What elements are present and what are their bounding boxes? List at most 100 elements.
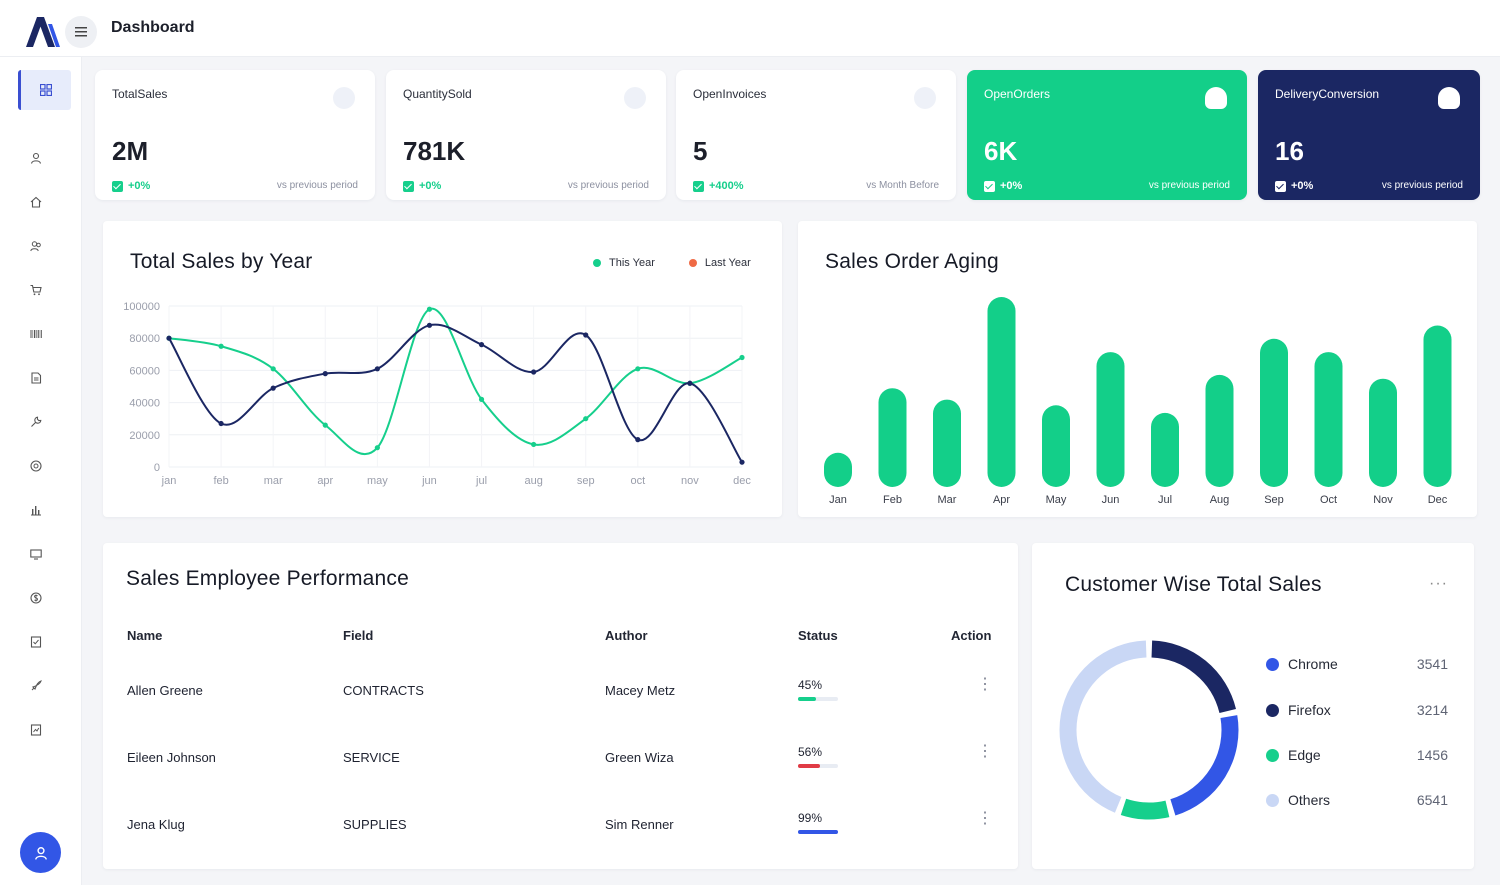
others-legend-dot [1266,794,1279,807]
kpi-change-value: +0% [1000,180,1023,192]
data-point[interactable] [270,385,276,391]
status-progress-fill [798,830,838,834]
sidebar-item-documents[interactable] [26,368,46,388]
sidebar-item-dashboard[interactable] [18,70,71,110]
aging-bar[interactable] [1096,352,1125,487]
sales-order-aging-panel: Sales Order Aging Jan Feb Mar Apr May Jun Jul A… [798,221,1477,517]
data-point[interactable] [322,371,328,377]
sidebar-item-user[interactable] [26,148,46,168]
sidebar-item-launch[interactable] [26,676,46,696]
x-tick-label: Nov [1373,494,1393,506]
sidebar-item-home[interactable] [26,192,46,212]
data-point[interactable] [687,380,693,386]
data-point[interactable] [478,396,485,402]
data-point[interactable] [374,366,380,372]
data-point[interactable] [166,335,172,341]
row-actions-icon[interactable]: ⋮ [977,810,993,827]
menu-toggle-button[interactable] [65,16,97,48]
employee-name: Eileen Johnson [127,750,216,765]
sidebar-item-tools[interactable] [26,412,46,432]
status-percent: 99% [798,811,823,825]
kpi-change: +0% [1275,180,1313,192]
data-point[interactable] [322,422,328,428]
aging-bar[interactable] [933,399,961,487]
status-percent: 56% [798,745,823,759]
data-point[interactable] [374,445,380,451]
hamburger-icon [75,27,87,37]
sidebar-item-support[interactable] [26,456,46,476]
x-tick-label: Jan [829,494,847,506]
profile-avatar[interactable] [20,832,61,873]
aging-bar[interactable] [1205,374,1234,487]
aging-bar[interactable] [1369,378,1397,487]
column-header-author[interactable]: Author [605,628,648,643]
sidebar-item-invoices[interactable] [26,632,46,652]
users-icon [30,241,41,252]
data-point[interactable] [531,441,537,448]
column-header-name[interactable]: Name [127,628,163,643]
data-point[interactable] [270,366,276,372]
donut-slice-chrome[interactable] [1170,715,1239,816]
data-point[interactable] [739,459,745,465]
column-header-status[interactable]: Status [798,628,838,643]
x-tick-label: aug [524,475,542,487]
x-tick-label: jan [161,475,177,487]
sidebar-item-finance[interactable] [26,588,46,608]
customer-sales-title: Customer Wise Total Sales [1065,573,1322,596]
this-year-legend-dot [593,259,601,267]
sidebar-item-monitor[interactable] [26,544,46,564]
aging-bar[interactable] [1314,352,1343,487]
employee-name: Allen Greene [127,683,203,698]
data-point[interactable] [583,332,589,338]
sidebar-item-users[interactable] [26,236,46,256]
aging-bar[interactable] [1260,338,1288,487]
donut-slice-edge[interactable] [1120,798,1170,820]
kpi-card-open-orders[interactable]: OpenOrders 6K +0% vs previous period [967,70,1247,200]
data-point[interactable] [635,366,641,372]
data-point[interactable] [583,416,589,422]
data-point[interactable] [478,342,485,348]
sales-by-year-panel: Total Sales by Year This Year Last Year … [103,221,782,517]
data-point[interactable] [218,343,224,349]
row-actions-icon[interactable]: ⋮ [977,743,993,760]
legend-item: Others 6541 [1266,791,1448,811]
aging-bar[interactable] [987,297,1016,487]
legend-item: Edge 1456 [1266,746,1448,766]
donut-slice-others[interactable] [1059,640,1147,813]
status-progress-bar [798,764,838,768]
data-point[interactable] [635,437,641,443]
x-tick-label: Jul [1158,494,1172,506]
kpi-change: +0% [403,180,441,192]
data-point[interactable] [531,369,537,375]
support-icon [30,460,42,472]
x-tick-label: Oct [1320,494,1337,506]
kpi-card-open-invoices[interactable]: OpenInvoices 5 +400% vs Month Before [676,70,956,200]
kpi-card-total-sales[interactable]: TotalSales 2M +0% vs previous period [95,70,375,200]
aging-bar-chart: Jan Feb Mar Apr May Jun Jul Aug Sep Oct Nov Dec [824,297,1452,506]
aging-bar[interactable] [1423,325,1452,488]
aging-bar[interactable] [1042,405,1070,487]
customer-donut-chart [1059,640,1239,820]
column-header-field[interactable]: Field [343,628,374,643]
kpi-title: OpenOrders [984,87,1051,101]
data-point[interactable] [426,322,433,328]
more-options-icon[interactable]: ··· [1429,575,1448,592]
sidebar-item-cart[interactable] [26,280,46,300]
app-logo[interactable] [22,14,62,50]
kpi-card-quantity-sold[interactable]: QuantitySold 781K +0% vs previous period [386,70,666,200]
sidebar-item-analytics[interactable] [26,720,46,740]
aging-bar[interactable] [878,388,907,487]
cart-icon [30,284,42,296]
sidebar-item-reports[interactable] [26,500,46,520]
kpi-value: 781K [403,136,466,166]
data-point[interactable] [426,306,433,312]
donut-slice-firefox[interactable] [1151,640,1236,714]
row-actions-icon[interactable]: ⋮ [977,676,993,693]
sidebar-item-barcode[interactable] [26,324,46,344]
aging-bar[interactable] [824,452,852,487]
data-point[interactable] [218,420,224,427]
x-tick-label: Mar [938,494,957,506]
aging-bar[interactable] [1151,412,1179,487]
data-point[interactable] [739,354,745,361]
kpi-card-delivery-conversion[interactable]: DeliveryConversion 16 +0% vs previous pe… [1258,70,1480,200]
